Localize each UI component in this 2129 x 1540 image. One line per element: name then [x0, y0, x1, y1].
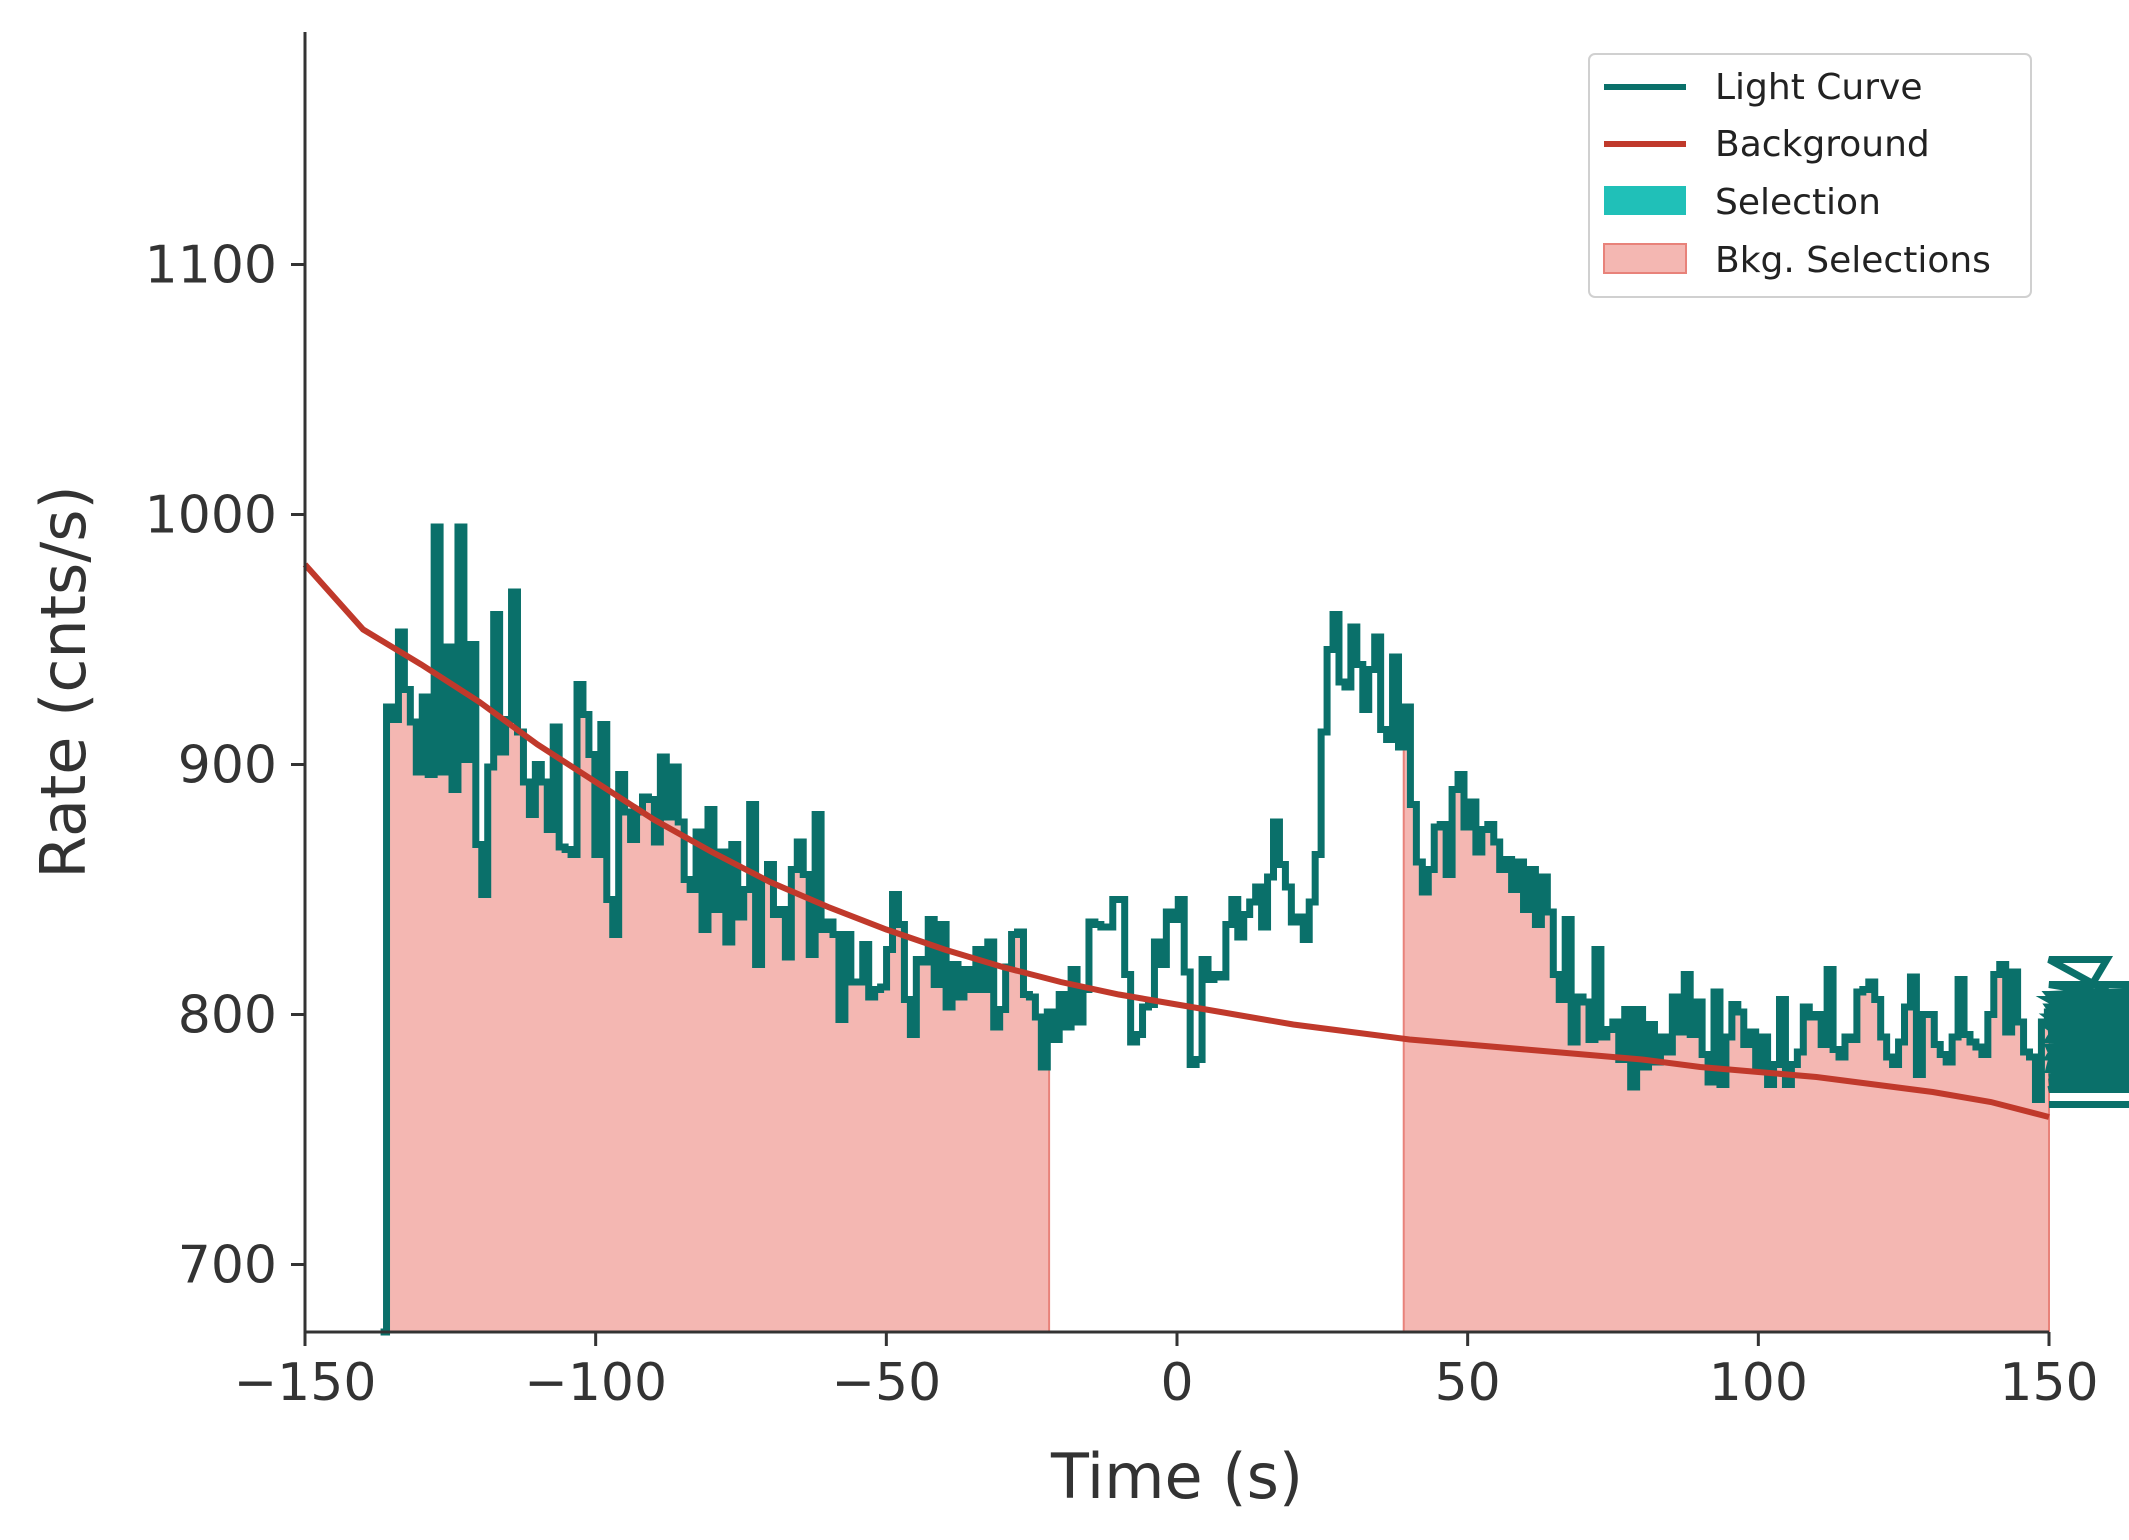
bkg-selection-region-2 [1402, 706, 2050, 1333]
light-curve-series [380, 523, 2129, 1336]
y-tick-label: 1000 [145, 486, 277, 546]
legend-swatch-selection [1604, 186, 1686, 215]
legend-label-light-curve: Light Curve [1715, 67, 1923, 108]
y-axis-title: Rate (cnts/s) [27, 485, 100, 878]
background-model-line [302, 562, 2050, 1120]
y-axis-ticks: 700 800 900 1000 1100 [145, 236, 305, 1296]
bkg-selection-regions [385, 526, 2050, 1333]
x-tick-label: 100 [1709, 1353, 1808, 1413]
x-tick-label: −50 [831, 1353, 941, 1413]
x-tick-label: −150 [234, 1353, 377, 1413]
legend-frame [1588, 53, 2032, 298]
legend: Light Curve Background Selection Bkg. Se… [1588, 53, 2032, 298]
legend-label-background: Background [1715, 124, 1930, 165]
background-model-layer [302, 562, 2050, 1120]
x-axis-ticks: −150 −100 −50 0 50 100 150 [234, 1332, 2099, 1413]
y-tick-label: 1100 [145, 236, 277, 296]
y-tick-label: 800 [178, 986, 277, 1046]
y-tick-label: 900 [178, 736, 277, 796]
light-curve-layer [380, 523, 2129, 1336]
legend-swatch-bkg-selections [1603, 243, 1687, 274]
x-tick-label: 0 [1160, 1353, 1193, 1413]
legend-label-bkg-selections: Bkg. Selections [1715, 240, 1991, 281]
bkg-selection-region-1 [385, 526, 1051, 1333]
x-tick-label: 150 [1999, 1353, 2098, 1413]
x-tick-label: −100 [524, 1353, 667, 1413]
y-tick-label: 700 [178, 1236, 277, 1296]
x-tick-label: 50 [1435, 1353, 1501, 1413]
legend-label-selection: Selection [1715, 182, 1881, 223]
x-axis-title: Time (s) [1050, 1440, 1303, 1513]
